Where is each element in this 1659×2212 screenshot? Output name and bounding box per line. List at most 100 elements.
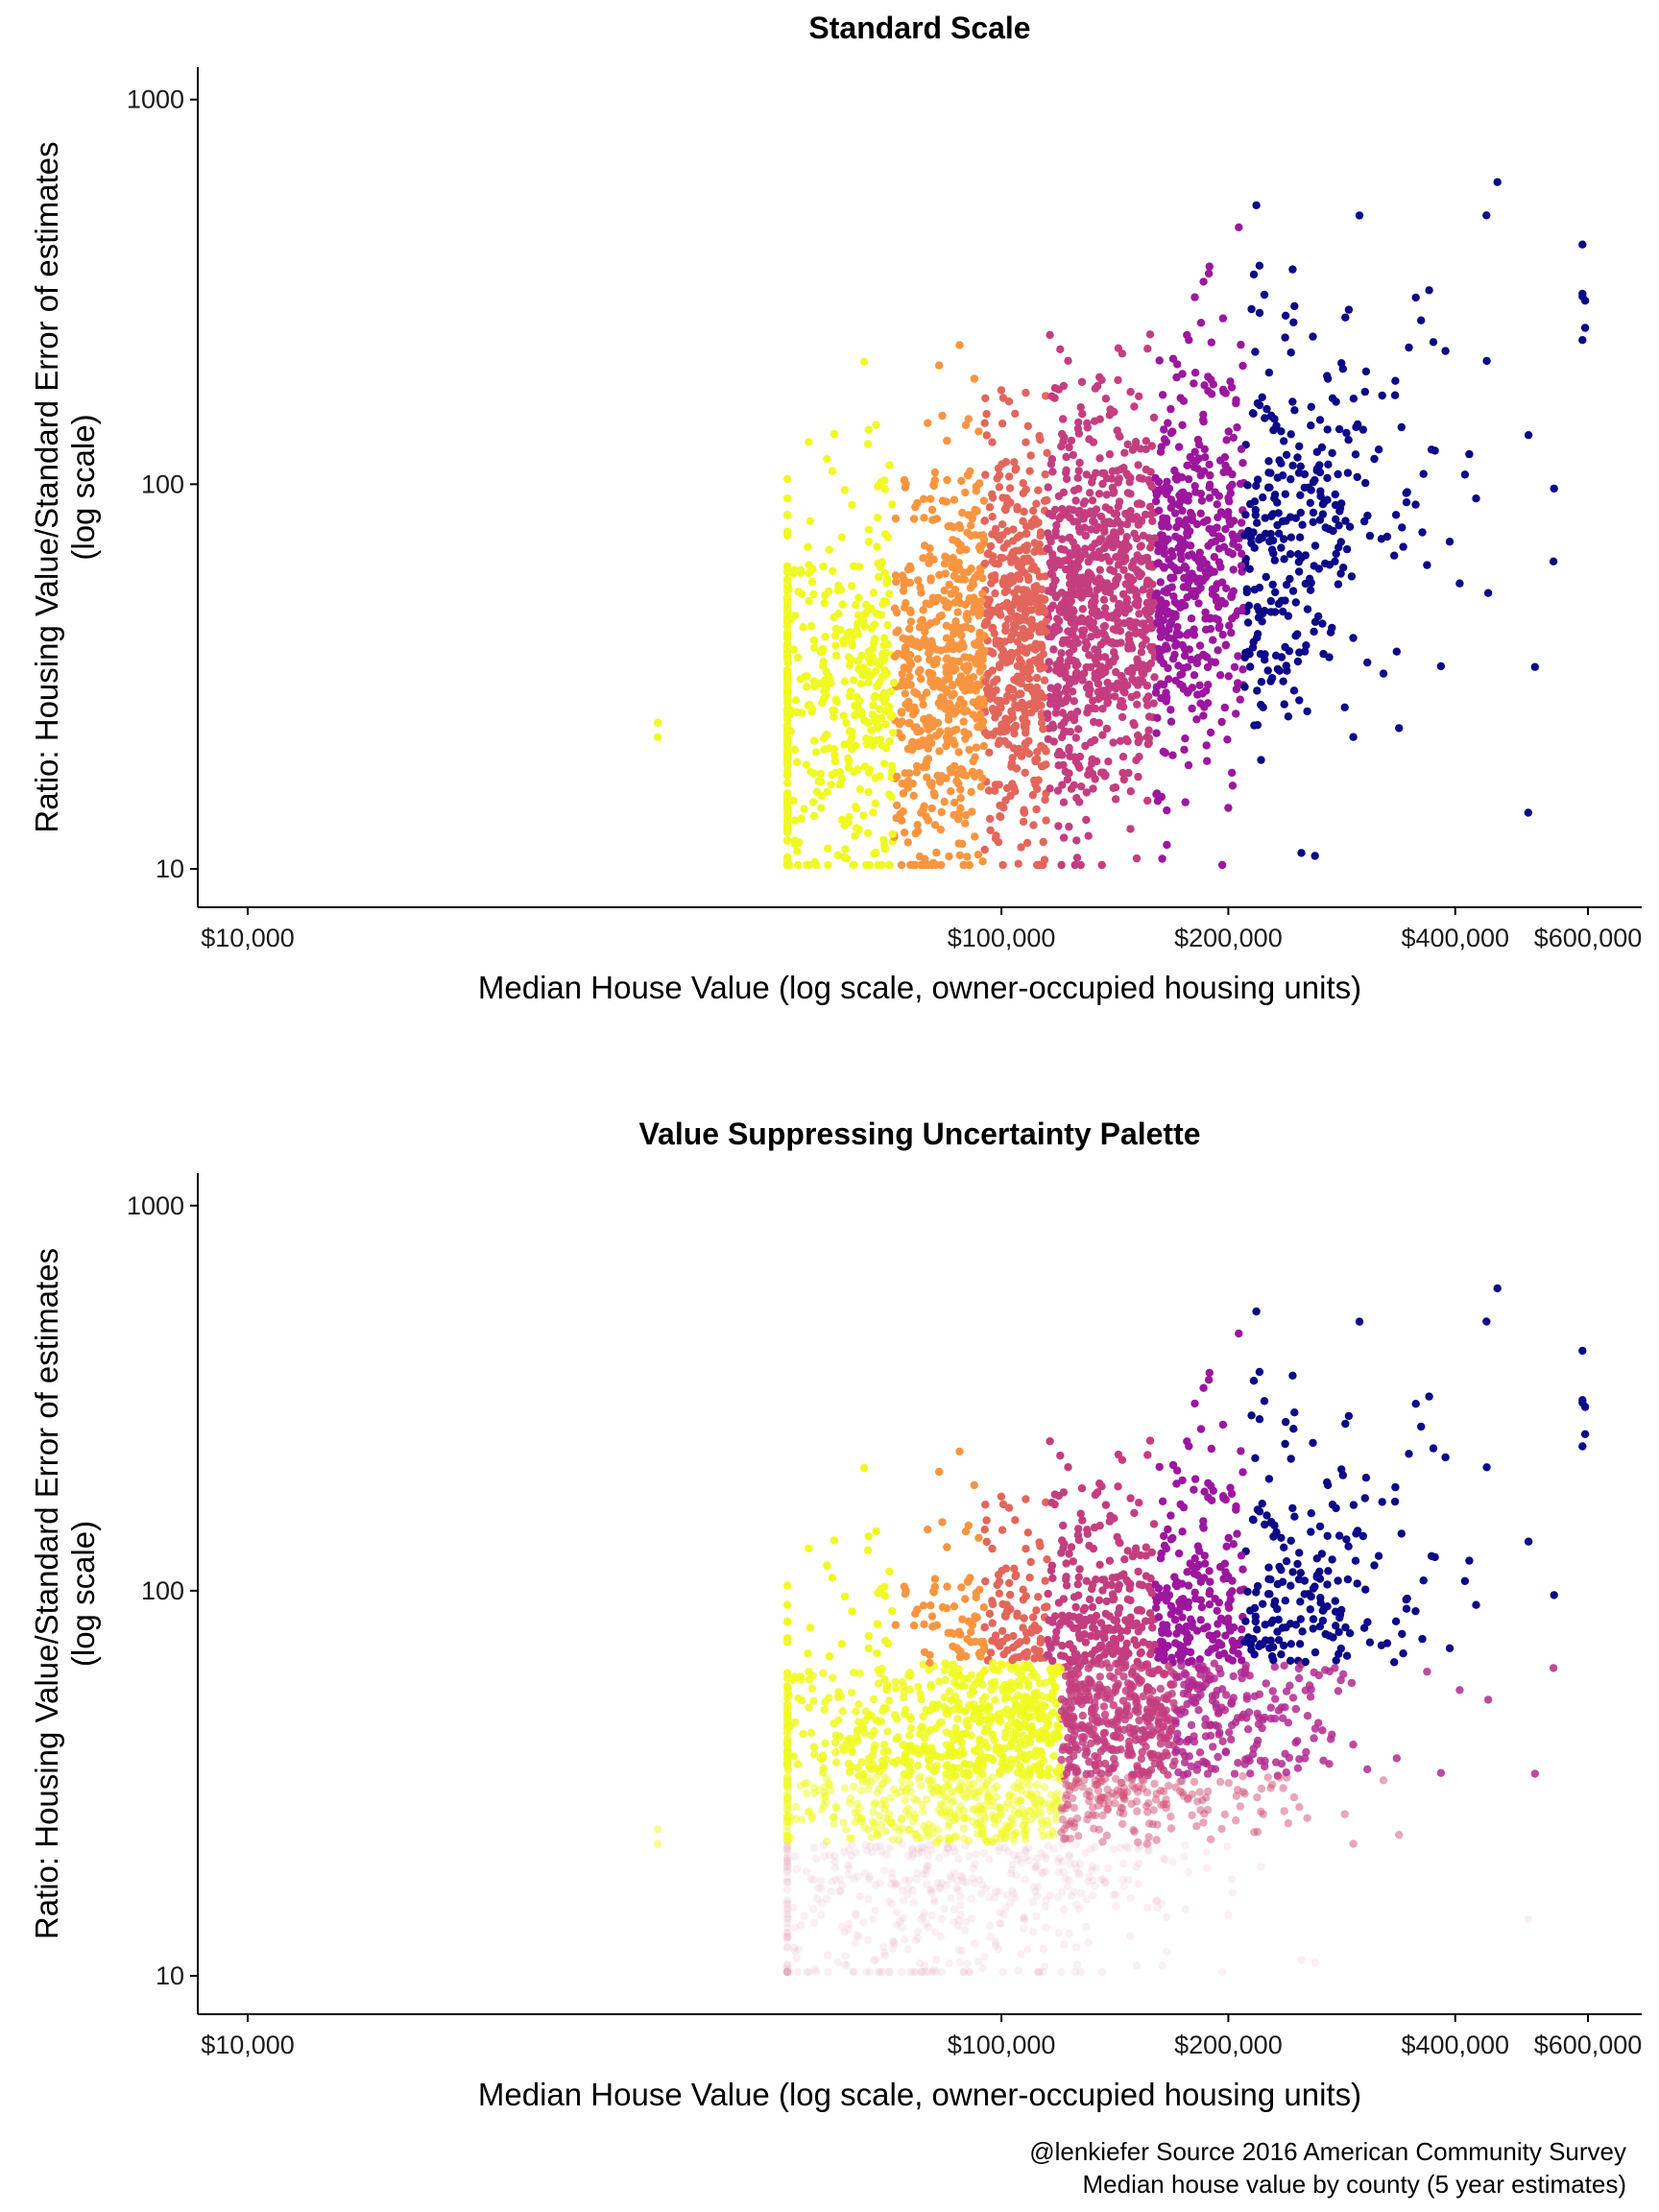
data-point — [802, 1867, 811, 1876]
data-point — [1118, 768, 1127, 778]
data-point — [1011, 409, 1020, 419]
data-point — [932, 655, 942, 663]
data-point — [950, 1847, 959, 1856]
data-point — [837, 533, 846, 541]
data-point — [914, 1682, 923, 1692]
data-point — [1053, 614, 1062, 623]
data-point — [1204, 681, 1213, 689]
data-point — [1093, 1863, 1101, 1873]
data-point — [1199, 1522, 1208, 1531]
data-point — [864, 1532, 873, 1541]
data-point — [1206, 568, 1214, 577]
data-point — [947, 787, 955, 796]
data-point — [1056, 345, 1065, 353]
data-point — [883, 620, 892, 630]
data-point — [1073, 1767, 1082, 1776]
data-point — [1021, 713, 1029, 723]
data-point — [1243, 618, 1253, 627]
data-point — [1336, 569, 1345, 578]
data-point — [1089, 784, 1097, 793]
data-point — [1265, 1590, 1274, 1599]
data-point — [1066, 1859, 1074, 1867]
data-point — [849, 1967, 857, 1977]
data-point — [888, 830, 897, 838]
data-point — [1183, 461, 1191, 469]
data-point — [1395, 1831, 1404, 1839]
data-point — [1578, 336, 1587, 345]
data-point — [870, 712, 879, 721]
data-point — [1015, 1851, 1023, 1860]
data-point — [936, 825, 945, 834]
data-point — [1115, 541, 1124, 549]
data-point — [1000, 736, 1009, 746]
data-point — [1251, 1454, 1260, 1463]
data-point — [906, 565, 915, 573]
data-point — [1116, 432, 1124, 441]
data-point — [1236, 695, 1245, 704]
data-point — [1316, 492, 1325, 501]
data-point — [1335, 1613, 1344, 1623]
data-point — [1164, 663, 1172, 673]
data-point — [1078, 614, 1087, 624]
data-point — [923, 756, 931, 764]
data-point — [1289, 1792, 1299, 1802]
data-point — [1041, 595, 1049, 604]
data-point — [1046, 533, 1054, 542]
data-point — [1304, 483, 1313, 492]
data-point — [874, 572, 883, 582]
data-point — [1126, 825, 1135, 833]
data-point — [1094, 667, 1103, 676]
data-point — [1102, 474, 1112, 483]
data-point — [1144, 726, 1153, 734]
data-point — [1223, 735, 1232, 744]
data-point — [1251, 511, 1261, 519]
data-point — [1309, 332, 1317, 341]
data-point — [992, 1938, 1000, 1947]
data-point — [988, 666, 998, 675]
data-point — [950, 666, 958, 675]
data-point — [1397, 422, 1407, 432]
data-point — [823, 1561, 831, 1570]
data-point — [1076, 403, 1085, 412]
data-point — [1065, 534, 1073, 542]
data-point — [1281, 311, 1290, 320]
data-point — [986, 1921, 995, 1931]
data-point — [1134, 772, 1142, 781]
data-point — [1099, 595, 1109, 604]
data-point — [1143, 796, 1152, 805]
data-point — [1263, 666, 1272, 675]
data-point — [840, 740, 849, 749]
data-point — [982, 410, 991, 419]
data-point — [809, 1876, 818, 1885]
data-point — [991, 713, 999, 722]
data-point — [1258, 1500, 1266, 1508]
data-point — [819, 562, 828, 571]
data-point — [1158, 854, 1166, 863]
data-point — [1160, 564, 1168, 572]
data-point — [1103, 699, 1112, 708]
data-point — [1296, 508, 1306, 517]
data-point — [851, 803, 860, 811]
data-point — [1063, 693, 1072, 703]
data-point — [893, 801, 902, 809]
data-point — [1016, 689, 1025, 698]
data-point — [1021, 615, 1030, 624]
data-point — [1286, 533, 1296, 541]
data-point — [913, 1927, 922, 1936]
data-point — [911, 829, 920, 838]
data-point — [1207, 338, 1216, 347]
data-point — [1070, 637, 1080, 645]
data-point — [953, 574, 962, 584]
data-point — [823, 787, 831, 797]
data-point — [1008, 549, 1017, 558]
data-point — [1145, 502, 1155, 511]
data-point — [1040, 676, 1049, 685]
data-point — [840, 1960, 849, 1969]
data-point — [1379, 669, 1388, 678]
data-point — [1126, 622, 1136, 631]
data-point — [930, 1898, 939, 1907]
data-point — [1007, 632, 1016, 640]
data-point — [965, 654, 974, 662]
data-point — [1119, 775, 1129, 784]
data-point — [954, 748, 963, 757]
